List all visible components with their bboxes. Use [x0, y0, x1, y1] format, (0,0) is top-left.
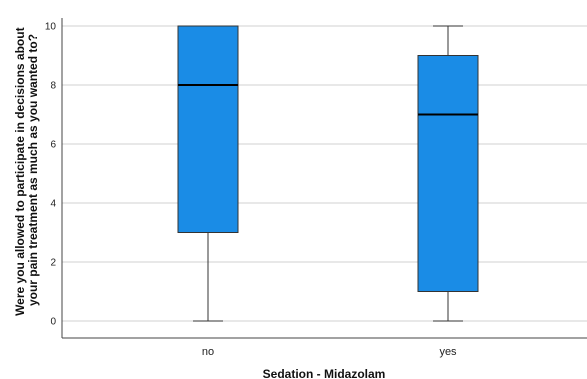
y-tick-labels: 0 2 4 6 8 10: [45, 22, 57, 328]
box-yes: [417, 25, 479, 322]
y-tick-label-2: 2: [50, 258, 56, 269]
y-tick-label-0: 0: [50, 317, 56, 328]
gridlines: [62, 25, 587, 322]
y-tick-label-10: 10: [45, 22, 57, 33]
box-no: [177, 25, 239, 322]
boxes: [177, 25, 479, 322]
y-axis-title: Were you allowed to participate in decis…: [13, 24, 40, 316]
iqr-box: [417, 55, 479, 292]
iqr-box: [177, 25, 239, 233]
x-axis-title: Sedation - Midazolam: [263, 367, 386, 379]
x-tick-labels: no yes: [202, 346, 457, 358]
axes: [61, 18, 587, 339]
x-tick-label-yes: yes: [439, 346, 457, 358]
x-tick-label-no: no: [202, 346, 214, 358]
y-axis-title-line-1: Were you allowed to participate in decis…: [13, 27, 27, 316]
y-axis-title-line-2: your pain treatment as much as you wante…: [26, 34, 40, 306]
y-tick-label-6: 6: [50, 140, 56, 151]
y-tick-label-4: 4: [50, 199, 56, 210]
y-tick-label-8: 8: [50, 81, 56, 92]
